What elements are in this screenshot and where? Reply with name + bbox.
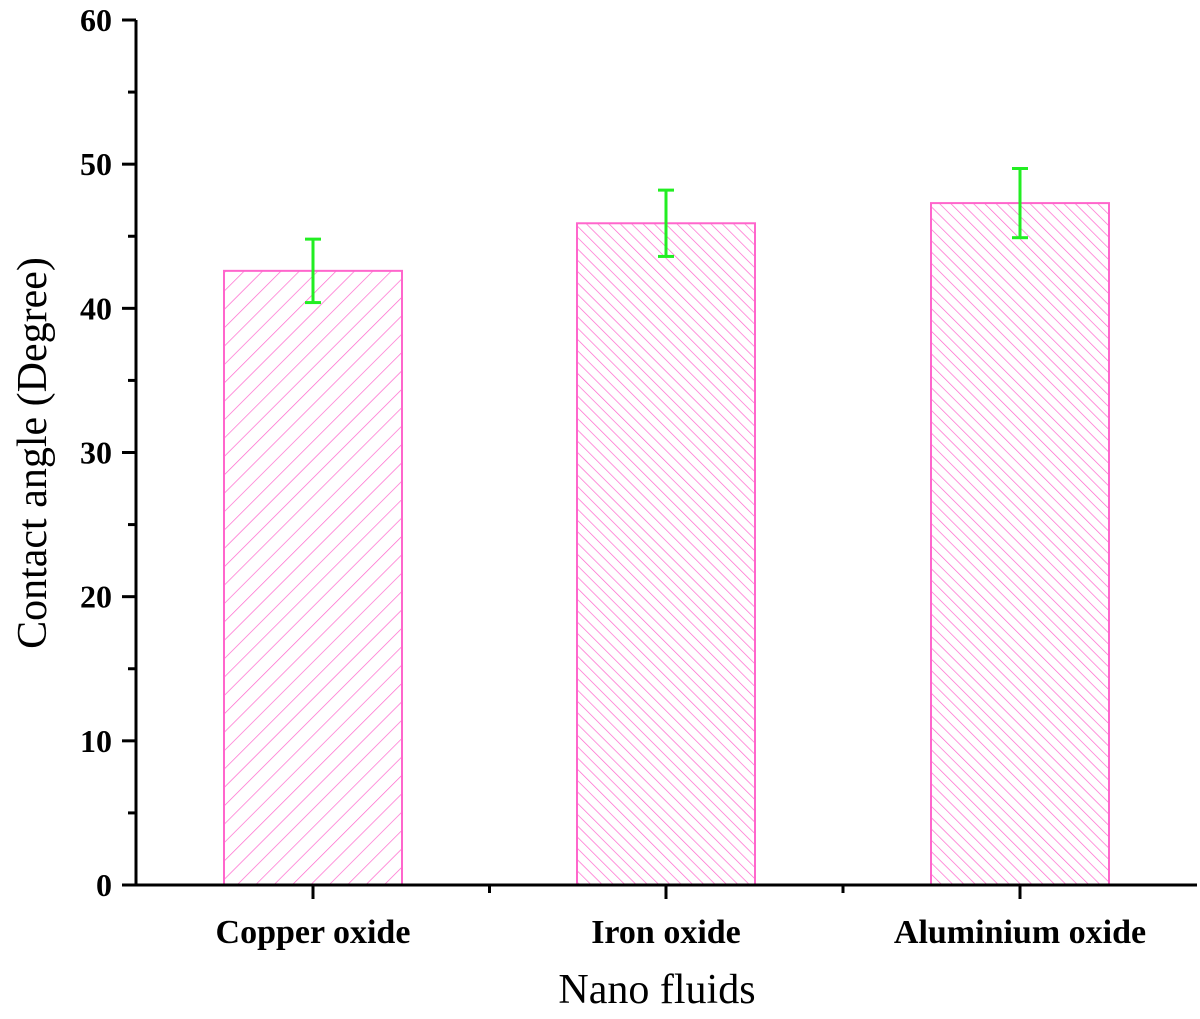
y-tick-label-50: 50: [80, 146, 112, 182]
axes-layer: Copper oxide Iron oxide Aluminium oxide 0 10…: [80, 2, 1197, 951]
x-tick-label-iron-oxide: Iron oxide: [591, 914, 741, 951]
y-tick-label-0: 0: [96, 867, 112, 903]
error-bars-layer: [305, 166, 1028, 305]
y-tick-label-60: 60: [80, 2, 112, 38]
x-tick-label-aluminium-oxide: Aluminium oxide: [894, 914, 1146, 951]
bar-iron-oxide: [576, 222, 756, 886]
y-tick-label-10: 10: [80, 723, 112, 759]
x-tick-label-copper-oxide: Copper oxide: [216, 914, 411, 951]
bars-layer: [223, 202, 1110, 887]
y-tick-label-40: 40: [80, 290, 112, 326]
bar-aluminium-oxide: [930, 202, 1110, 886]
x-axis-title: Nano fluids: [558, 967, 755, 1013]
y-tick-label-30: 30: [80, 435, 112, 471]
y-axis-title: Contact angle (Degree): [10, 257, 56, 649]
y-tick-label-20: 20: [80, 579, 112, 615]
bar-copper-oxide: [223, 269, 403, 887]
